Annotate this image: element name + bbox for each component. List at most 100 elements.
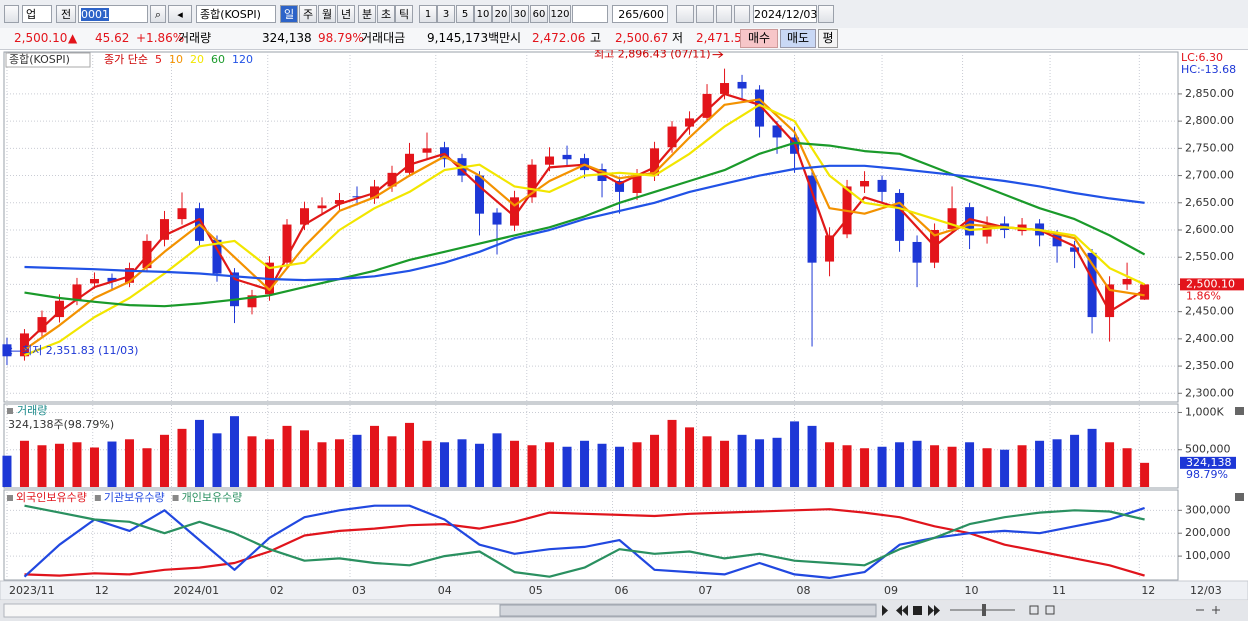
calendar-button[interactable] <box>818 5 834 23</box>
candle-body <box>2 344 12 357</box>
legend-entry: 5 <box>155 53 162 66</box>
candle-body <box>982 224 992 237</box>
x-tick-label: 06 <box>615 584 629 597</box>
high-arrow <box>712 51 724 59</box>
zoom-handle[interactable] <box>982 604 986 616</box>
interval-button[interactable]: 3 <box>437 5 455 23</box>
sound-button[interactable]: ◂ <box>168 5 192 23</box>
candle-body <box>685 118 695 127</box>
volume-bar <box>317 442 327 487</box>
scroll-right-fast[interactable] <box>928 605 940 616</box>
period-button[interactable]: 틱 <box>395 5 413 23</box>
open: 2,472.06 <box>532 31 586 45</box>
volume-bar <box>1000 449 1010 487</box>
chart-background <box>0 50 1248 601</box>
stop-button[interactable] <box>913 606 922 615</box>
y-tick-label: 1,000K <box>1185 405 1224 418</box>
candle-body <box>89 278 99 284</box>
x-tick-label: 05 <box>529 584 543 597</box>
search-button[interactable]: ⌕ <box>150 5 166 23</box>
volume-bar <box>1052 439 1062 487</box>
holding-line <box>24 504 1145 578</box>
scroll-left-fast[interactable] <box>896 605 908 616</box>
y-tick-label: 2,850.00 <box>1185 87 1234 100</box>
sell-button[interactable]: 매도 <box>780 29 816 48</box>
period-button[interactable]: 초 <box>377 5 395 23</box>
legend-marker <box>172 495 179 501</box>
y-tick-label: 2,550.00 <box>1185 250 1234 263</box>
scroll-buttons[interactable] <box>882 605 940 616</box>
candle-body <box>492 212 502 225</box>
interval-button[interactable]: 60 <box>530 5 548 23</box>
y-tick-label: 2,450.00 <box>1185 305 1234 318</box>
volume-bar <box>790 421 800 487</box>
candle-body <box>317 205 327 209</box>
scroll-right[interactable] <box>882 605 888 616</box>
period-button[interactable]: 주 <box>299 5 317 23</box>
x-tick-label: 11 <box>1052 584 1066 597</box>
open-label: 시 <box>510 31 522 45</box>
menu-button[interactable] <box>4 5 19 23</box>
interval-button[interactable]: 120 <box>549 5 571 23</box>
volume-bar <box>982 448 992 487</box>
panel-button[interactable] <box>1235 493 1244 501</box>
grid <box>4 52 1178 579</box>
hc-label: HC:-13.68 <box>1181 63 1236 76</box>
panel-subtitle: 324,138주(98.79%) <box>8 418 114 431</box>
count-box[interactable]: 265/600 <box>612 5 668 23</box>
interval-button[interactable]: 30 <box>511 5 529 23</box>
interval-button[interactable]: 1 <box>419 5 437 23</box>
volume-ratio: 98.79% <box>318 31 364 45</box>
volume-bar <box>37 445 47 487</box>
volume-bar <box>194 419 204 487</box>
legend-entry: 개인보유수량 <box>182 491 243 504</box>
volume-bar <box>1070 434 1080 487</box>
candle-body <box>335 200 345 204</box>
period-button[interactable]: 분 <box>358 5 376 23</box>
candle-body <box>965 207 975 236</box>
date-input[interactable]: 2024/12/03 <box>753 5 817 23</box>
lc-label: LC:6.30 <box>1181 51 1223 64</box>
volume-bar <box>667 419 677 487</box>
candle-body <box>650 148 660 176</box>
panel-button[interactable] <box>1235 407 1244 415</box>
market-select[interactable]: 업 <box>22 5 52 23</box>
settings-button[interactable] <box>734 5 750 23</box>
moving-average <box>24 164 1145 282</box>
tool-button[interactable] <box>696 5 714 23</box>
low-label: 저 <box>672 31 684 45</box>
interval-button[interactable]: 10 <box>474 5 492 23</box>
scrollbar-thumb[interactable] <box>499 604 877 617</box>
tool-icons[interactable] <box>1029 605 1220 615</box>
save-button[interactable] <box>716 5 732 23</box>
period-button[interactable]: 일 <box>280 5 298 23</box>
amount: 9,145,173백만 <box>427 31 511 45</box>
volume-bar <box>772 437 782 487</box>
mode-button[interactable]: 전 <box>56 5 76 23</box>
interval-select[interactable] <box>572 5 608 23</box>
tool-button[interactable] <box>676 5 694 23</box>
period-button[interactable]: 월 <box>318 5 336 23</box>
y-tick-label: 300,000 <box>1185 503 1231 516</box>
volume-bar <box>615 446 625 487</box>
volume-bar <box>72 442 82 487</box>
volume-bar <box>737 434 747 487</box>
last-volume-box <box>1180 456 1236 469</box>
low: 2,471.5 <box>696 31 742 45</box>
moving-average <box>24 103 1146 357</box>
y-tick-label: 2,750.00 <box>1185 141 1234 154</box>
code-input[interactable]: 0001 <box>78 5 148 23</box>
volume-bar <box>825 442 835 487</box>
buy-button[interactable]: 매수 <box>740 29 778 48</box>
interval-button[interactable]: 5 <box>456 5 474 23</box>
legend-marker <box>7 495 13 501</box>
period-button[interactable]: 년 <box>337 5 355 23</box>
avg-button[interactable]: 평 <box>818 29 838 48</box>
volume-bar <box>159 434 169 487</box>
name-box: 종합(KOSPI) <box>196 5 276 23</box>
candle-body <box>212 239 222 274</box>
candle-body <box>737 81 747 89</box>
candle-body <box>54 300 64 318</box>
interval-button[interactable]: 20 <box>492 5 510 23</box>
x-axis-strip <box>0 580 1248 601</box>
